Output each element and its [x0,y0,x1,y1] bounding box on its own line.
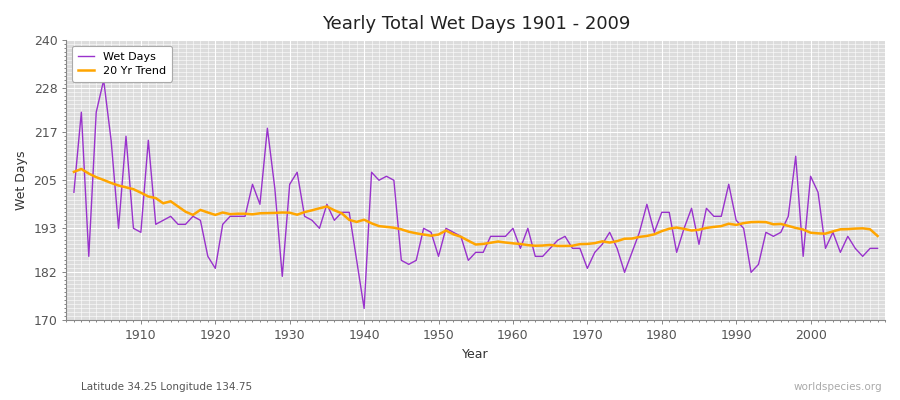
20 Yr Trend [872,234,883,238]
Wet Days [98,78,109,82]
Title: Yearly Total Wet Days 1901 - 2009: Yearly Total Wet Days 1901 - 2009 [321,15,630,33]
Wet Days [299,214,310,219]
Wet Days [612,246,623,251]
Wet Days [136,230,147,235]
Legend: Wet Days, 20 Yr Trend: Wet Days, 20 Yr Trend [72,46,172,82]
20 Yr Trend [515,242,526,246]
20 Yr Trend [553,244,563,248]
Line: Wet Days: Wet Days [74,80,878,308]
Wet Days [359,306,370,311]
20 Yr Trend [612,239,623,244]
Wet Days [872,246,883,251]
Wet Days [344,210,355,215]
20 Yr Trend [76,166,86,171]
Line: 20 Yr Trend: 20 Yr Trend [74,169,878,246]
X-axis label: Year: Year [463,348,489,361]
Wet Days [522,226,533,231]
Y-axis label: Wet Days: Wet Days [15,150,28,210]
20 Yr Trend [68,170,79,174]
Text: worldspecies.org: worldspecies.org [794,382,882,392]
Wet Days [515,246,526,251]
20 Yr Trend [508,241,518,246]
20 Yr Trend [344,218,355,222]
Text: Latitude 34.25 Longitude 134.75: Latitude 34.25 Longitude 134.75 [81,382,252,392]
20 Yr Trend [136,190,147,195]
20 Yr Trend [299,210,310,214]
Wet Days [68,190,79,195]
